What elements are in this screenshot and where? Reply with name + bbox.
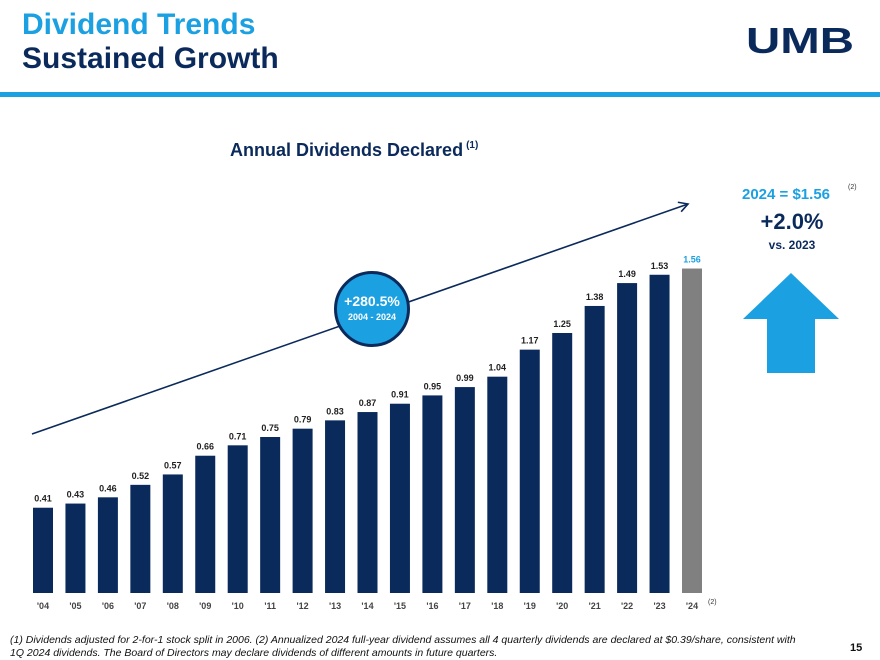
bar-06 <box>97 497 118 593</box>
chart-title-note: (1) <box>466 140 479 151</box>
growth-period: 2004 - 2024 <box>347 312 397 322</box>
page-title: Dividend Trends <box>22 8 256 41</box>
data-label: 1.53 <box>651 261 669 271</box>
bar-07 <box>130 484 151 593</box>
growth-badge: +280.5% 2004 - 2024 <box>334 271 410 347</box>
umb-logo: UMB <box>746 20 854 60</box>
up-arrow-icon <box>743 273 839 373</box>
bar-13 <box>325 420 346 593</box>
bar-08 <box>162 474 183 593</box>
x-tick-label: '04 <box>37 601 49 611</box>
bar-22 <box>617 283 638 593</box>
bar-15 <box>389 403 410 593</box>
bar-20 <box>552 333 573 593</box>
x-tick-label: '23 <box>653 601 665 611</box>
bar-21 <box>584 305 605 593</box>
bar-17 <box>454 387 475 593</box>
data-label: 0.71 <box>229 431 247 441</box>
x-tick-label: '22 <box>621 601 633 611</box>
bar-23 <box>649 274 670 593</box>
data-label: 0.99 <box>456 373 474 383</box>
x-tick-label: '15 <box>394 601 406 611</box>
data-label: 0.52 <box>132 471 150 481</box>
x-tick-label: '21 <box>589 601 601 611</box>
svg-text:UMB: UMB <box>746 20 854 60</box>
data-label: 1.49 <box>618 269 636 279</box>
data-label: 0.75 <box>261 423 279 433</box>
data-label: 1.38 <box>586 292 604 302</box>
growth-percent: +280.5% <box>344 293 400 309</box>
bar-05 <box>65 503 86 593</box>
x-tick-footnote-marker: (2) <box>708 599 717 606</box>
bar-14 <box>357 412 378 593</box>
x-tick-label: '11 <box>264 601 276 611</box>
bar-24 <box>682 268 702 593</box>
chart-title: Annual Dividends Declared (1) <box>230 140 478 161</box>
data-label: 1.25 <box>553 319 571 329</box>
bar-10 <box>227 445 248 593</box>
data-label: 0.43 <box>67 490 85 500</box>
x-tick-label: '14 <box>361 601 373 611</box>
data-label: 0.87 <box>359 398 377 408</box>
x-tick-label: '08 <box>167 601 179 611</box>
x-tick-label: '13 <box>329 601 341 611</box>
x-tick-label: '09 <box>199 601 211 611</box>
x-tick-label: '10 <box>232 601 244 611</box>
footnote: (1) Dividends adjusted for 2-for-1 stock… <box>10 634 796 659</box>
bar-16 <box>422 395 443 593</box>
data-label: 1.17 <box>521 336 539 346</box>
x-tick-label: '12 <box>297 601 309 611</box>
header-divider <box>0 92 880 97</box>
dividend-2024-headline: 2024 = $1.56 <box>742 186 831 203</box>
bar-04 <box>33 507 53 593</box>
bar-18 <box>487 376 508 593</box>
x-tick-label: '24 <box>686 601 698 611</box>
data-label: 1.04 <box>489 363 507 373</box>
data-label: 1.56 <box>683 255 701 265</box>
x-tick-label: '16 <box>426 601 438 611</box>
x-tick-label: '19 <box>524 601 536 611</box>
growth-change: +2.0% <box>760 209 824 234</box>
data-label: 0.91 <box>391 390 409 400</box>
x-tick-label: '20 <box>556 601 568 611</box>
x-tick-label: '07 <box>134 601 146 611</box>
data-label: 0.66 <box>196 442 214 452</box>
x-tick-label: '05 <box>69 601 81 611</box>
data-label: 0.57 <box>164 460 182 470</box>
data-label: 0.83 <box>326 406 344 416</box>
x-tick-label: '18 <box>491 601 503 611</box>
bar-11 <box>260 437 281 593</box>
data-label: 0.41 <box>34 494 52 504</box>
page-subtitle: Sustained Growth <box>22 42 279 75</box>
headline-footnote-marker: (2) <box>848 184 857 191</box>
data-label: 0.79 <box>294 415 312 425</box>
data-label: 0.95 <box>424 381 442 391</box>
chart-title-text: Annual Dividends Declared <box>230 140 464 160</box>
bar-12 <box>292 428 313 593</box>
x-tick-label: '06 <box>102 601 114 611</box>
bar-09 <box>195 455 216 593</box>
comparison-label: vs. 2023 <box>768 238 816 252</box>
bar-19 <box>519 349 540 593</box>
x-tick-label: '17 <box>459 601 471 611</box>
data-label: 0.46 <box>99 483 117 493</box>
page-number: 15 <box>850 642 863 654</box>
